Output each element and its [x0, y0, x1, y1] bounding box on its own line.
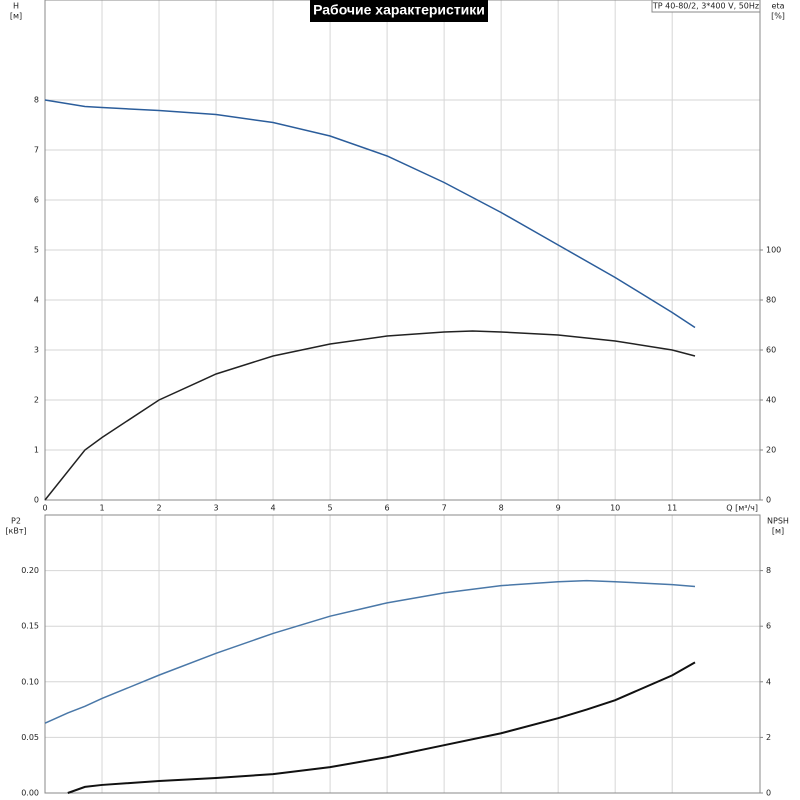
y-tick-label: 0.15 [21, 622, 39, 631]
y-tick-label: 0.05 [21, 733, 39, 742]
x-tick-label: 5 [328, 504, 333, 513]
y-axis-label: P2 [11, 517, 21, 526]
y-tick-label: 1 [34, 446, 39, 455]
x-tick-label: 3 [214, 504, 219, 513]
y-tick-label: 2 [34, 396, 39, 405]
x-axis-label: Q [м³/ч] [726, 504, 758, 513]
y-tick-label: 8 [34, 96, 39, 105]
x-tick-label: 6 [385, 504, 390, 513]
curve-h [44, 99, 696, 329]
x-tick-label: 9 [556, 504, 561, 513]
y-tick-label: 6 [34, 196, 39, 205]
y2-tick-label: 100 [766, 246, 781, 255]
x-tick-label: 7 [442, 504, 447, 513]
plot-frame [44, 514, 761, 794]
y-tick-label: 3 [34, 346, 39, 355]
y2-axis-label: eta [772, 2, 785, 11]
y2-tick-label: 40 [766, 396, 776, 405]
x-tick-label: 11 [667, 504, 677, 513]
y2-tick-label: 6 [766, 622, 771, 631]
y-tick-label: 5 [34, 246, 39, 255]
title-box [310, 0, 488, 22]
x-tick-label: 1 [99, 504, 104, 513]
annotation: TP 40-80/2, 3*400 V, 50Hz [652, 2, 759, 11]
annotation-box [651, 0, 761, 13]
y-tick-label: 4 [34, 296, 39, 305]
y2-axis-unit: [%] [771, 12, 785, 21]
y-tick-label: 0 [34, 496, 39, 505]
y-axis-unit: [кВт] [5, 527, 26, 536]
y2-tick-label: 4 [766, 677, 771, 686]
y-tick-label: 0.20 [21, 566, 39, 575]
curve-eta [44, 330, 696, 501]
x-tick-label: 4 [271, 504, 276, 513]
y2-axis-label: NPSH [767, 517, 789, 526]
x-tick-label: 2 [156, 504, 161, 513]
y2-tick-label: 0 [766, 789, 771, 798]
y2-tick-label: 8 [766, 566, 771, 575]
y2-axis-unit: [м] [772, 527, 784, 536]
plot-frame [44, 0, 761, 501]
curve-p2 [44, 579, 696, 724]
y-axis-unit: [м] [10, 12, 22, 21]
y2-tick-label: 80 [766, 296, 776, 305]
y-axis-label: H [13, 2, 19, 11]
y2-tick-label: 20 [766, 446, 776, 455]
curve-npsh [67, 661, 696, 794]
y-tick-label: 0.10 [21, 677, 39, 686]
chart-title: Рабочие характеристики [313, 2, 485, 18]
y-tick-label: 0.00 [21, 789, 39, 798]
x-tick-label: 10 [610, 504, 620, 513]
y-tick-label: 7 [34, 146, 39, 155]
y2-tick-label: 60 [766, 346, 776, 355]
y2-tick-label: 2 [766, 733, 771, 742]
x-tick-label: 8 [499, 504, 504, 513]
x-tick-label: 0 [42, 504, 47, 513]
y2-tick-label: 0 [766, 496, 771, 505]
